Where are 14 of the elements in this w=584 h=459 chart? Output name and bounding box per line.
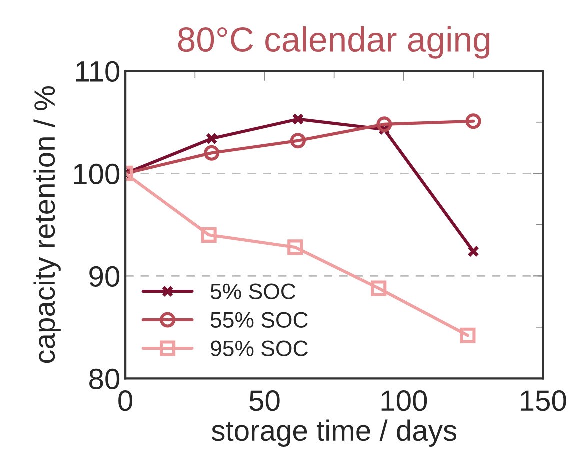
y-axis-title: capacity retention / % xyxy=(34,86,61,364)
y-tick-label: 80 xyxy=(90,368,120,390)
legend-label: 95% SOC xyxy=(211,340,308,357)
chart-title: 80°C calendar aging xyxy=(178,26,490,59)
x-tick-label: 50 xyxy=(250,390,280,412)
legend-label: 5% SOC xyxy=(210,284,296,300)
y-tick-label: 100 xyxy=(74,164,120,185)
y-tick-label: 110 xyxy=(76,61,120,82)
legend-label: 55% SOC xyxy=(210,312,308,328)
x-tick-label: 0 xyxy=(118,390,133,412)
x-tick-label: 150 xyxy=(521,390,566,412)
x-tick-label: 100 xyxy=(382,390,428,412)
y-tick-label: 90 xyxy=(90,266,120,288)
x-axis-title: storage time / days xyxy=(212,420,456,447)
